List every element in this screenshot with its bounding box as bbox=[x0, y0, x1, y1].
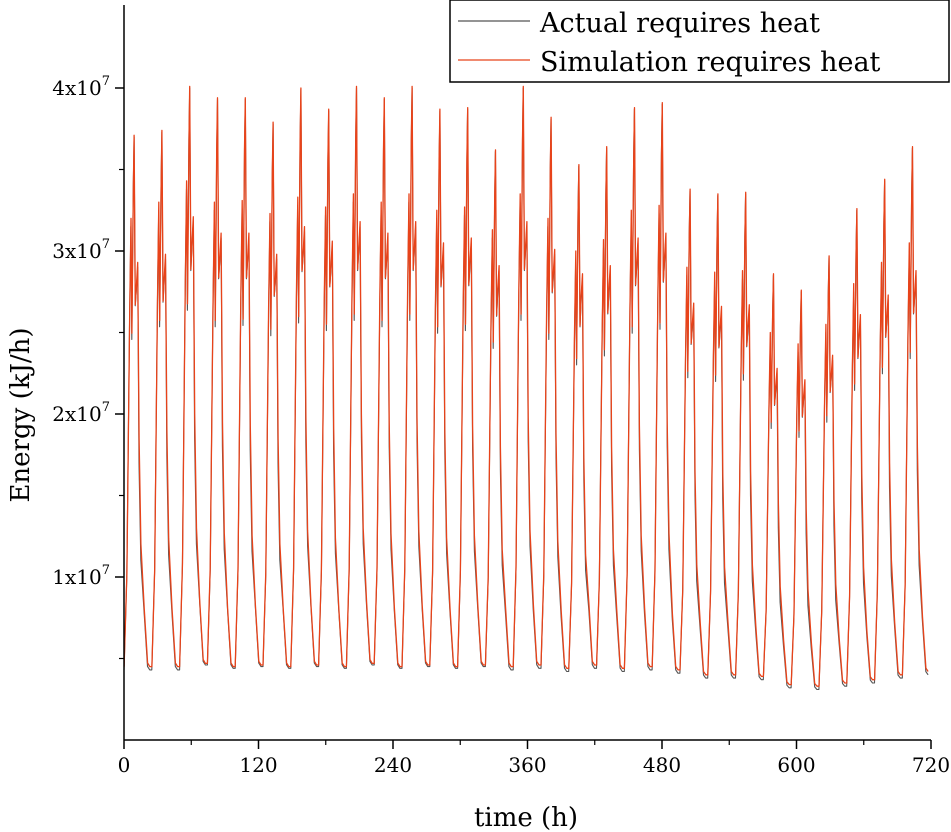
y-tick-label: 4x107 bbox=[52, 74, 110, 100]
y-tick-label: 1x107 bbox=[52, 563, 110, 589]
series-layer bbox=[123, 85, 929, 691]
legend: Actual requires heat Simulation requires… bbox=[449, 0, 950, 83]
series-line-simulation bbox=[123, 85, 929, 687]
x-tick-label: 600 bbox=[777, 753, 815, 777]
y-ticks: 1x107 2x107 3x107 4x107 bbox=[52, 74, 124, 660]
y-tick-label: 3x107 bbox=[52, 237, 110, 263]
x-tick-label: 0 bbox=[118, 753, 131, 777]
x-tick-label: 360 bbox=[508, 753, 546, 777]
x-tick-label: 480 bbox=[643, 753, 681, 777]
x-axis-title: time (h) bbox=[474, 803, 578, 832]
y-tick-label: 2x107 bbox=[52, 400, 110, 426]
legend-label-simulation: Simulation requires heat bbox=[540, 47, 881, 78]
x-ticks: 0 120 240 360 480 600 720 bbox=[118, 740, 950, 777]
legend-label-actual: Actual requires heat bbox=[539, 8, 820, 39]
x-tick-label: 240 bbox=[374, 753, 412, 777]
y-axis-title: Energy (kJ/h) bbox=[6, 327, 36, 502]
legend-box bbox=[449, 0, 950, 83]
x-tick-label: 720 bbox=[912, 753, 950, 777]
x-tick-label: 120 bbox=[239, 753, 277, 777]
